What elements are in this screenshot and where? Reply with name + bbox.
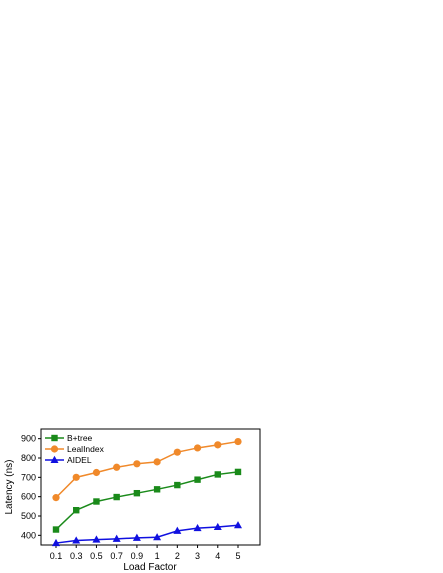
legend-marker bbox=[50, 455, 59, 463]
x-tick-label: 3 bbox=[195, 551, 200, 561]
series-line-aidel bbox=[55, 524, 239, 544]
data-point-lealindex bbox=[153, 458, 161, 466]
data-point-lealindex bbox=[234, 437, 242, 446]
legend-label: LealIndex bbox=[67, 444, 105, 454]
data-point-lealindex bbox=[133, 460, 141, 468]
series-layer bbox=[52, 437, 242, 547]
x-tick-label: 0.1 bbox=[50, 551, 63, 561]
data-point-aidel bbox=[213, 522, 222, 531]
data-point-b-tree bbox=[174, 481, 181, 489]
x-tick-label: 0.9 bbox=[131, 551, 144, 561]
data-point-b-tree bbox=[133, 489, 141, 497]
x-tick-label: 1 bbox=[155, 551, 160, 561]
data-point-lealindex bbox=[173, 448, 181, 456]
y-axis: 400 500 600 700 800 900 bbox=[21, 434, 41, 540]
data-point-b-tree bbox=[194, 476, 201, 483]
data-point-b-tree bbox=[153, 486, 161, 493]
x-tick-label: 5 bbox=[235, 551, 240, 561]
plot-frame bbox=[40, 428, 261, 546]
data-point-b-tree bbox=[214, 471, 221, 478]
data-point-aidel bbox=[173, 526, 182, 534]
legend-marker bbox=[51, 434, 58, 442]
data-point-aidel bbox=[153, 533, 162, 541]
series-b-tree bbox=[52, 468, 242, 533]
data-point-aidel bbox=[92, 535, 101, 543]
data-point-aidel bbox=[193, 523, 202, 532]
data-point-b-tree bbox=[113, 493, 120, 501]
x-tick-label: 0.7 bbox=[110, 551, 123, 561]
legend-marker bbox=[50, 445, 59, 453]
y-axis-label: Latency (ns) bbox=[4, 459, 15, 514]
series-lealindex bbox=[52, 437, 242, 502]
y-tick-label: 700 bbox=[21, 472, 36, 482]
y-tick-label: 500 bbox=[21, 511, 36, 521]
legend-item-lealindex: LealIndex bbox=[45, 444, 105, 454]
data-point-lealindex bbox=[193, 444, 202, 452]
legend-label: AIDEL bbox=[67, 455, 92, 465]
legend-item-aidel: AIDEL bbox=[45, 455, 92, 465]
y-tick-label: 900 bbox=[21, 434, 36, 444]
y-tick-label: 600 bbox=[21, 492, 36, 502]
data-point-lealindex bbox=[92, 468, 101, 477]
data-point-aidel bbox=[112, 534, 121, 542]
y-tick-label: 800 bbox=[21, 453, 36, 463]
data-point-b-tree bbox=[93, 498, 100, 505]
data-point-aidel bbox=[52, 538, 60, 547]
data-point-aidel bbox=[132, 533, 141, 541]
y-tick-label: 400 bbox=[21, 530, 36, 540]
data-point-b-tree bbox=[52, 526, 60, 533]
series-line-b-tree bbox=[55, 471, 239, 531]
x-axis: 0.1 0.3 0.5 0.7 0.9 1 2 3 4 5 bbox=[50, 545, 241, 561]
data-point-lealindex bbox=[214, 441, 222, 449]
series-line-lealindex bbox=[55, 440, 239, 499]
series-aidel bbox=[52, 521, 242, 547]
legend-item-b-tree: B+tree bbox=[45, 433, 93, 443]
x-axis-label: Load Factor bbox=[123, 562, 177, 573]
data-point-aidel bbox=[72, 536, 81, 544]
legend-label: B+tree bbox=[67, 433, 93, 443]
data-point-lealindex bbox=[113, 463, 121, 471]
x-tick-label: 0.5 bbox=[90, 551, 103, 561]
x-tick-label: 4 bbox=[215, 551, 220, 561]
x-tick-label: 2 bbox=[175, 551, 180, 561]
data-point-b-tree bbox=[234, 468, 242, 476]
data-point-lealindex bbox=[72, 473, 80, 481]
data-point-lealindex bbox=[52, 494, 60, 502]
data-point-aidel bbox=[234, 521, 242, 529]
x-tick-label: 0.3 bbox=[70, 551, 83, 561]
data-point-b-tree bbox=[73, 507, 80, 514]
